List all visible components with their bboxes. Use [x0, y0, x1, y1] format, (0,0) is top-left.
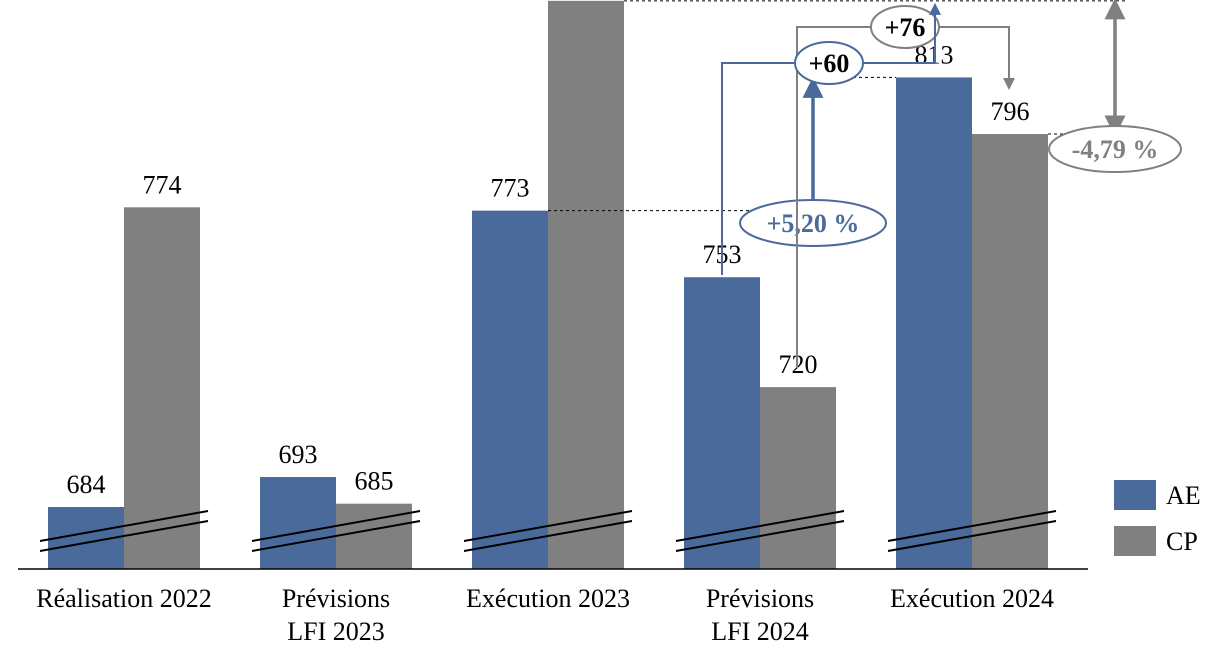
- axis-break-mark-1-1: [251, 520, 421, 552]
- axis-break-mark-2-1: [463, 520, 633, 552]
- category-label-4: Exécution 2024: [890, 584, 1054, 613]
- bar-cp-4: [972, 134, 1048, 570]
- value-label-cp-1: 685: [355, 467, 394, 496]
- ae-change-badge: [739, 199, 887, 247]
- legend-swatch-ae: [1114, 480, 1156, 510]
- value-label-ae-1: 693: [279, 440, 318, 469]
- bar-ae-4: [896, 77, 972, 570]
- ae-delta-label: +60: [809, 49, 850, 78]
- value-label-cp-0: 774: [143, 170, 182, 199]
- category-label-2: Exécution 2023: [466, 584, 630, 613]
- cp-change-badge: [1048, 125, 1182, 173]
- axis-break-mark-2-0: [463, 510, 633, 542]
- legend-label-ae: AE: [1166, 481, 1201, 510]
- legend-label-cp: CP: [1166, 527, 1198, 556]
- category-label-3: Prévisions LFI 2024: [706, 584, 814, 646]
- ae-change-label: +5,20 %: [767, 209, 860, 238]
- cp-delta-badge: [870, 5, 940, 49]
- value-label-ae-0: 684: [67, 470, 106, 499]
- axis-break-mark-4-1: [887, 520, 1057, 552]
- axis-break-mark-4-0: [887, 510, 1057, 542]
- bar-cp-0: [124, 207, 200, 570]
- cp-change-label: -4,79 %: [1072, 135, 1159, 164]
- axis-break-mark-3-1: [675, 520, 845, 552]
- bar-ae-2: [472, 210, 548, 569]
- value-label-ae-2: 773: [491, 174, 530, 203]
- axis-break-mark-3-0: [675, 510, 845, 542]
- ae-delta-badge: [794, 41, 864, 85]
- axis-break-mark-0-0: [39, 510, 209, 542]
- legend-swatch-cp: [1114, 526, 1156, 556]
- axis-break-mark-0-1: [39, 520, 209, 552]
- value-label-cp-4: 796: [991, 97, 1030, 126]
- bar-ae-3: [684, 277, 760, 569]
- cp-delta-label: +76: [885, 13, 926, 42]
- category-label-1: Prévisions LFI 2023: [282, 584, 390, 646]
- bar-cp-3: [760, 387, 836, 569]
- bar-ae-1: [260, 477, 336, 569]
- category-label-0: Réalisation 2022: [36, 584, 211, 613]
- axis-break-mark-1-0: [251, 510, 421, 542]
- bar-cp-2: [548, 0, 624, 569]
